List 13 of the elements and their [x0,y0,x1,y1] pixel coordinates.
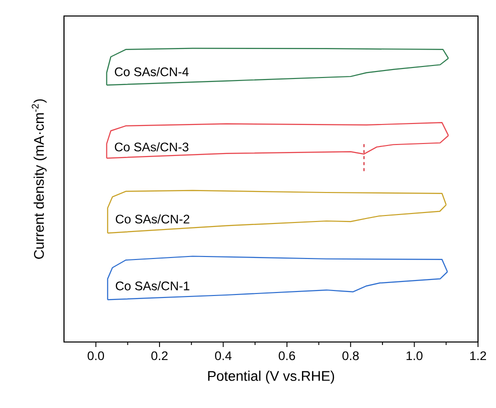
series-label: Co SAs/CN-3 [114,142,188,152]
x-tick-label: 1.2 [470,351,486,360]
x-tick-label: 0.8 [342,351,359,360]
x-tick-label: 0.4 [215,351,232,360]
x-tick-label: 0.2 [151,351,168,360]
x-tick-label: 0.6 [278,351,296,360]
series-label: Co SAs/CN-2 [116,214,190,224]
series-label: Co SAs/CN-4 [114,67,189,76]
x-tick-label: 1.0 [406,351,422,360]
series-label: Co SAs/CN-1 [116,281,190,290]
x-axis-title: Potential (V vs.RHE) [208,370,334,384]
y-axis-title: Current density (mA·cm$^{-2}$) [32,99,47,259]
x-tick-label: 0.0 [88,351,104,360]
